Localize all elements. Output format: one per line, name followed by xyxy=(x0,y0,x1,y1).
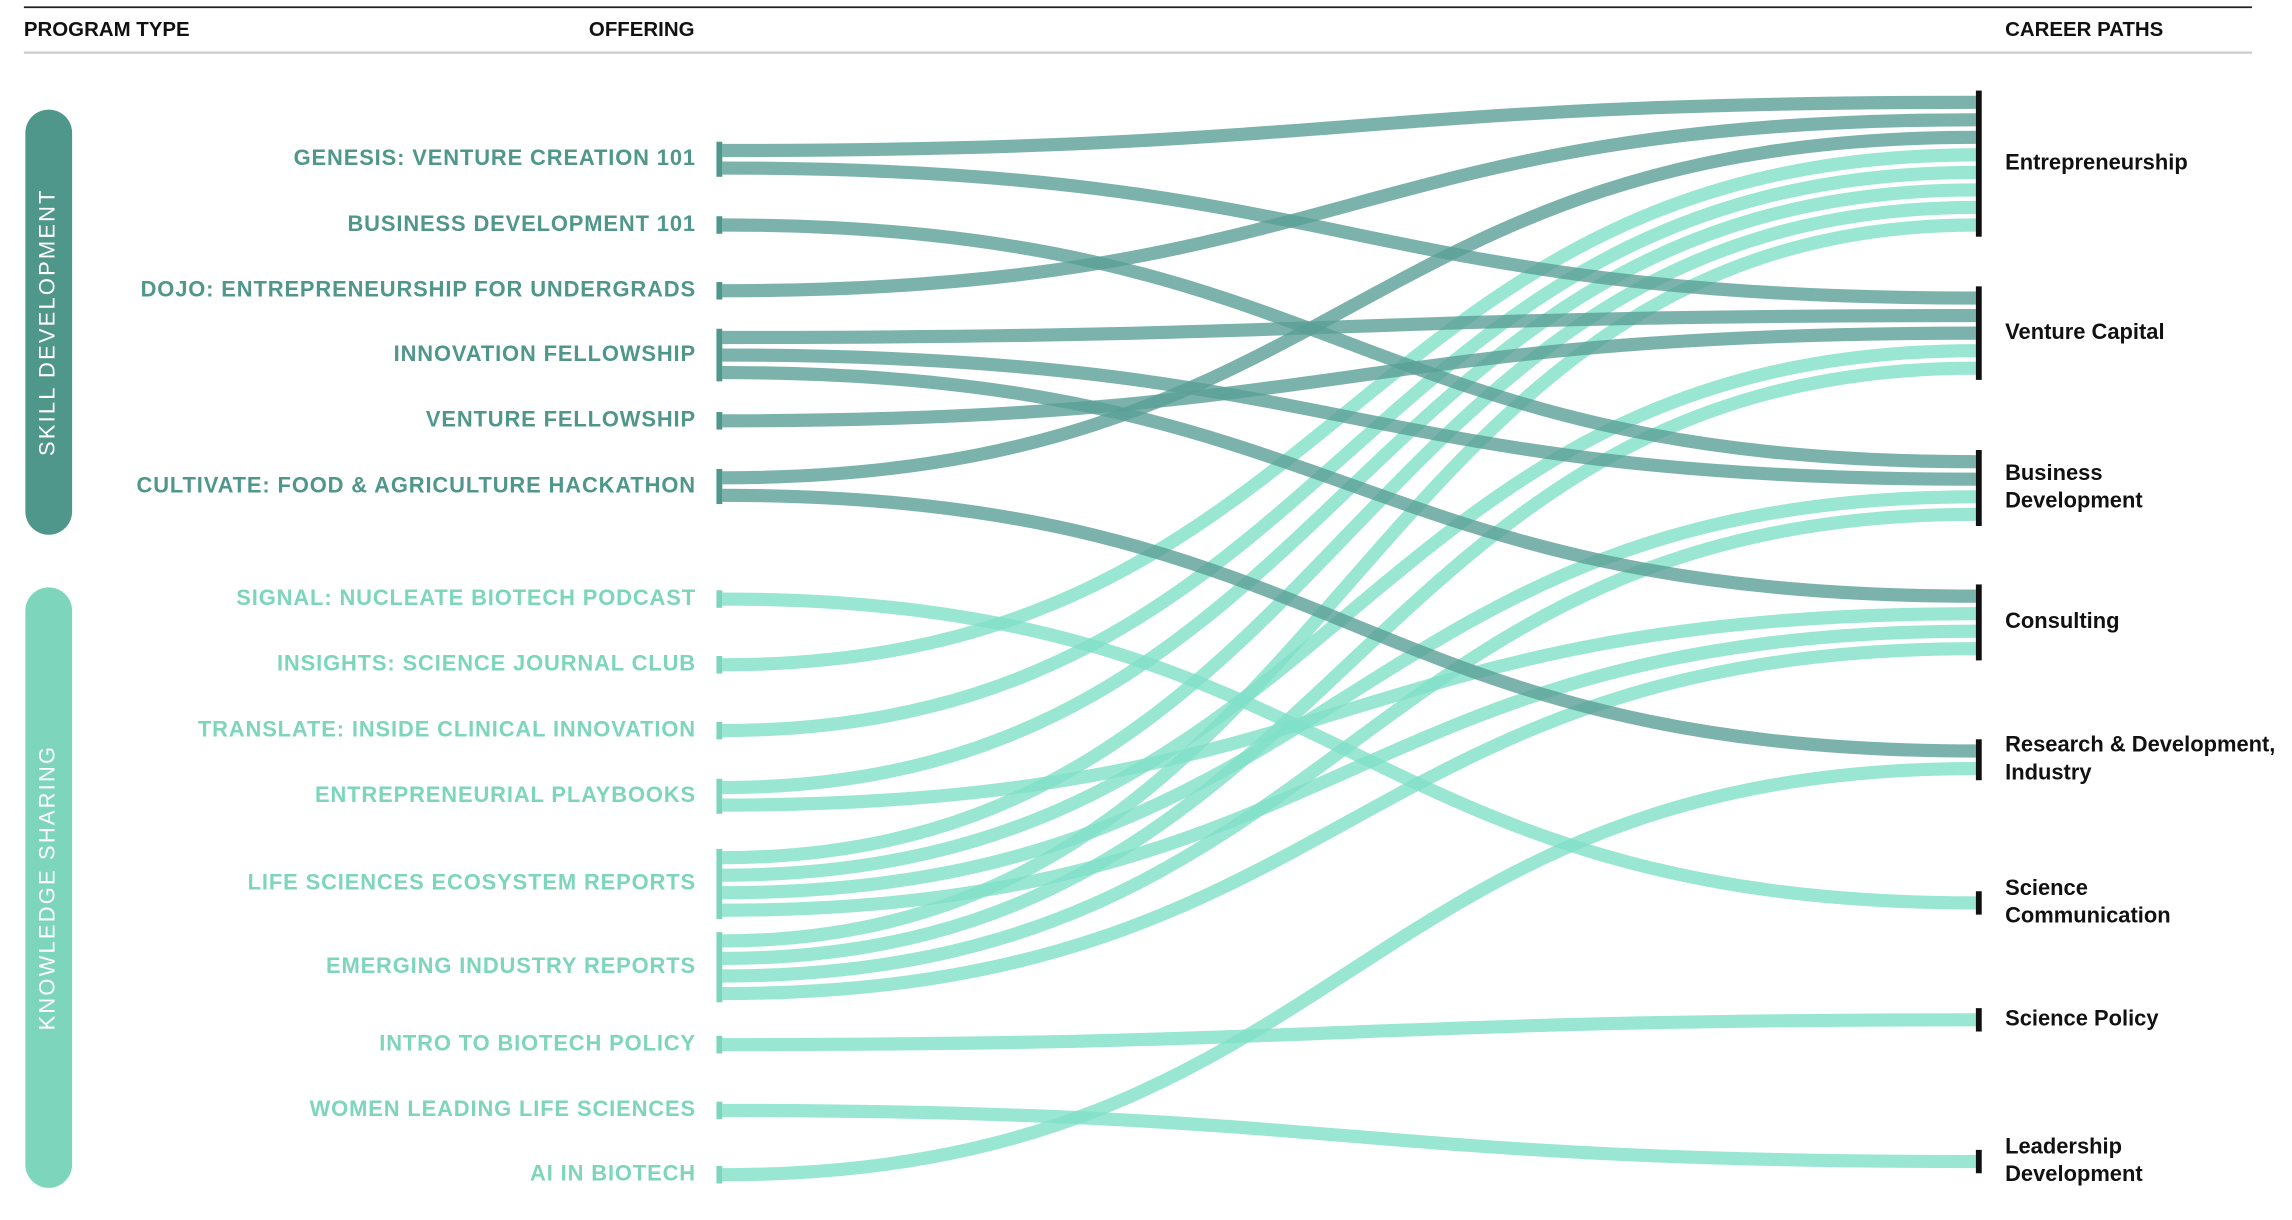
offering-bar xyxy=(716,932,723,1003)
header-program-type: PROGRAM TYPE xyxy=(24,18,190,41)
link xyxy=(722,309,1976,345)
offering-label: BUSINESS DEVELOPMENT 101 xyxy=(347,211,696,236)
offering-label: DOJO: ENTREPRENEURSHIP FOR UNDERGRADS xyxy=(141,277,696,302)
link xyxy=(722,361,1976,966)
link xyxy=(722,161,1976,305)
career-path-label: Science xyxy=(2005,875,2088,900)
offering-label: CULTIVATE: FOOD & AGRICULTURE HACKATHON xyxy=(137,472,696,497)
offering-label: GENESIS: VENTURE CREATION 101 xyxy=(294,145,696,170)
career-path-label: Consulting xyxy=(2005,608,2119,633)
links xyxy=(722,95,1976,1182)
program-type-label: KNOWLEDGE SHARING xyxy=(35,745,60,1031)
program-type-label: SKILL DEVELOPMENT xyxy=(35,188,60,456)
offering-label: TRANSLATE: INSIDE CLINICAL INNOVATION xyxy=(198,716,696,741)
career-path-label: Industry xyxy=(2005,759,2092,784)
link xyxy=(722,366,1976,603)
link xyxy=(722,761,1976,1182)
offering-bar xyxy=(716,848,723,920)
career-path-label: Leadership xyxy=(2005,1133,2122,1158)
link xyxy=(722,607,1976,812)
link xyxy=(722,490,1976,900)
offering-bar xyxy=(716,1101,723,1120)
offering-label: AI IN BIOTECH xyxy=(530,1160,696,1185)
link xyxy=(722,507,1976,983)
career-path-label: Development xyxy=(2005,1161,2143,1186)
link xyxy=(722,113,1976,298)
offering-label: EMERGING INDUSTRY REPORTS xyxy=(326,953,696,978)
career-path-label: Business xyxy=(2005,460,2102,485)
offering-label: ENTREPRENEURIAL PLAYBOOKS xyxy=(315,782,696,807)
offering-label: INSIGHTS: SCIENCE JOURNAL CLUB xyxy=(277,651,696,676)
offering-bar xyxy=(716,778,723,814)
link xyxy=(722,348,1976,486)
link xyxy=(722,326,1976,428)
career-bar xyxy=(1975,90,1982,237)
career-path-label: Communication xyxy=(2005,903,2171,928)
offering-bar xyxy=(716,216,723,234)
offering-label: WOMEN LEADING LIFE SCIENCES xyxy=(310,1096,696,1121)
offering-bar xyxy=(716,281,723,300)
offering-bar xyxy=(716,141,723,177)
career-path-label: Entrepreneurship xyxy=(2005,149,2188,174)
career-bar xyxy=(1975,1149,1982,1174)
nodes: SKILL DEVELOPMENT GENESIS: VENTURE CREATI… xyxy=(25,90,2275,1188)
offering-label: VENTURE FELLOWSHIP xyxy=(426,407,696,432)
header-offering: OFFERING xyxy=(589,18,695,41)
link xyxy=(722,218,1976,948)
career-path-label: Science Policy xyxy=(2005,1006,2159,1031)
offering-bar xyxy=(716,469,723,505)
offering-bar xyxy=(716,721,723,740)
offering-bar xyxy=(716,590,723,608)
offering-label: SIGNAL: NUCLEATE BIOTECH PODCAST xyxy=(236,585,696,610)
career-bar xyxy=(1975,739,1982,781)
offering-bar xyxy=(716,1035,723,1054)
offering-label: INNOVATION FELLOWSHIP xyxy=(394,341,696,366)
career-bar xyxy=(1975,891,1982,915)
career-path-label: Development xyxy=(2005,488,2143,513)
link xyxy=(722,1103,1976,1169)
career-bar xyxy=(1975,286,1982,380)
career-bar xyxy=(1975,1008,1982,1032)
link xyxy=(722,165,1976,738)
career-bar xyxy=(1975,584,1982,661)
offering-bar xyxy=(716,328,723,382)
offering-label: INTRO TO BIOTECH POLICY xyxy=(379,1030,696,1055)
link xyxy=(722,642,1976,1001)
link xyxy=(722,148,1976,672)
offering-bar xyxy=(716,1165,723,1184)
program-type-pill xyxy=(25,109,73,535)
link xyxy=(722,1013,1976,1052)
link xyxy=(722,95,1976,158)
career-path-label: Venture Capital xyxy=(2005,319,2164,344)
link xyxy=(722,130,1976,485)
offering-bar xyxy=(716,412,723,430)
career-bar xyxy=(1975,450,1982,526)
link xyxy=(722,218,1976,469)
offering-bar xyxy=(716,656,723,674)
career-path-label: Research & Development, xyxy=(2005,732,2275,757)
link xyxy=(722,344,1976,882)
program-type-pill xyxy=(25,587,73,1188)
link xyxy=(722,200,1976,865)
header-career-paths: CAREER PATHS xyxy=(2005,18,2163,41)
link xyxy=(722,488,1976,758)
offering-label: LIFE SCIENCES ECOSYSTEM REPORTS xyxy=(248,870,696,895)
